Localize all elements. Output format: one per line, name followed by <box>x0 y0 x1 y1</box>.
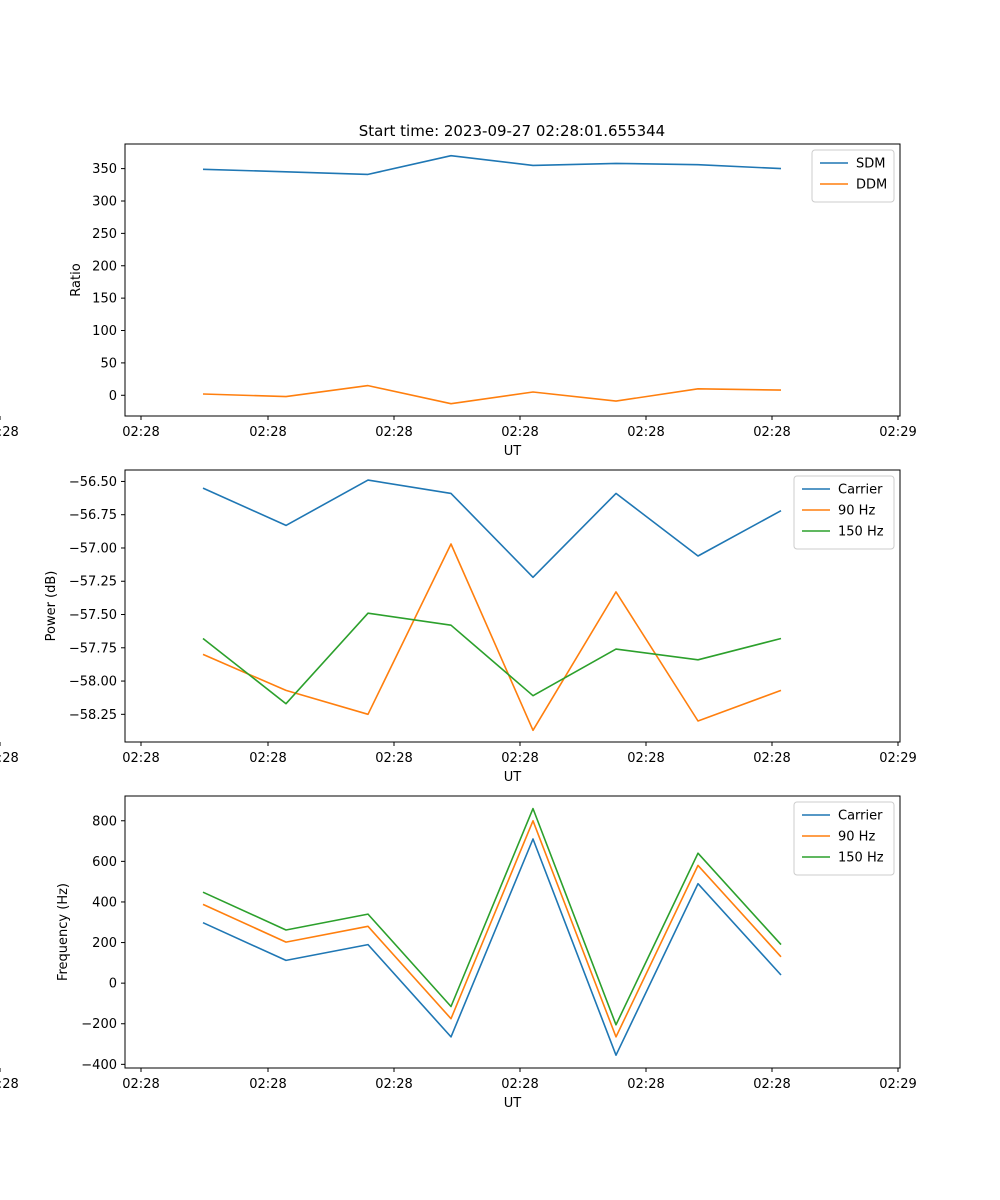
axes-frame <box>124 143 901 417</box>
y-axis-label: Frequency (Hz) <box>56 883 71 981</box>
y-tick-label: −58.25 <box>69 708 117 723</box>
x-tick-label: 02:28 <box>501 425 538 440</box>
x-tick-label: 02:28 <box>753 1077 790 1092</box>
y-tick-label: 350 <box>92 162 117 177</box>
y-tick-label: −57.75 <box>69 641 117 656</box>
x-tick-label: 02:28 <box>627 425 664 440</box>
legend-entry-label: 150 Hz <box>838 851 884 866</box>
legend-entry-label: 90 Hz <box>838 504 875 519</box>
frequency-panel: 800 600 400 200 0 −200 −400 02:28 02:28 02:28 02:2… <box>0 795 917 1111</box>
x-tick-label: 02:28 <box>501 751 538 766</box>
series-line-carrier <box>202 838 782 1056</box>
series-line-150-hz <box>202 807 782 1026</box>
x-tick-label: 02:28 <box>627 1077 664 1092</box>
x-axis-label: UT <box>504 1096 522 1111</box>
x-tick-label: 02:28 <box>627 751 664 766</box>
legend: Carrier 90 Hz 150 Hz <box>793 475 895 550</box>
y-tick-label: 250 <box>92 227 117 242</box>
y-tick-label: 50 <box>100 356 117 371</box>
y-tick-label: 200 <box>92 936 117 951</box>
x-tick-label: 02:28 <box>0 751 19 766</box>
y-tick-label: 150 <box>92 292 117 307</box>
y-tick-label: 400 <box>92 895 117 910</box>
y-tick-label: −56.75 <box>69 508 117 523</box>
x-tick-label: 02:28 <box>375 1077 412 1092</box>
series-line-carrier <box>202 479 782 579</box>
series-line-ddm <box>202 384 782 405</box>
y-tick-label: 0 <box>109 977 117 992</box>
y-tick-label: 100 <box>92 324 117 339</box>
legend: SDM DDM <box>811 149 895 203</box>
legend-entry-label: Carrier <box>838 809 883 824</box>
x-tick-label: 02:28 <box>501 1077 538 1092</box>
x-tick-label: 02:28 <box>375 425 412 440</box>
x-tick-label: 02:28 <box>249 751 286 766</box>
ratio-panel: 0 50 100 150 200 250 300 350 02:28 02:28 02:28 02:2… <box>0 143 917 459</box>
x-tick-label: 02:29 <box>879 751 916 766</box>
axes-frame <box>124 795 901 1069</box>
y-axis-label: Ratio <box>69 263 84 296</box>
power-panel: −56.50 −56.75 −57.00 −57.25 −57.50 −57.75 −58.… <box>0 469 917 785</box>
series-line-90-hz <box>202 819 782 1038</box>
y-tick-label: −57.50 <box>69 608 117 623</box>
x-tick-label: 02:29 <box>879 425 916 440</box>
x-tick-label: 02:28 <box>249 425 286 440</box>
legend-entry-label: Carrier <box>838 483 883 498</box>
x-tick-label: 02:28 <box>753 751 790 766</box>
y-tick-label: −400 <box>81 1058 117 1073</box>
x-axis-label: UT <box>504 770 522 785</box>
legend: Carrier 90 Hz 150 Hz <box>793 801 895 876</box>
chart-title: Start time: 2023-09-27 02:28:01.655344 <box>359 122 665 140</box>
x-tick-label: 02:28 <box>753 425 790 440</box>
x-tick-label: 02:28 <box>0 425 19 440</box>
legend-entry-label: SDM <box>856 157 885 172</box>
legend-entry-label: 90 Hz <box>838 830 875 845</box>
legend-entry-label: DDM <box>856 178 887 193</box>
y-tick-label: −57.00 <box>69 541 117 556</box>
y-tick-label: −57.25 <box>69 575 117 590</box>
y-axis-label: Power (dB) <box>44 571 59 642</box>
y-tick-label: 600 <box>92 855 117 870</box>
x-tick-label: 02:28 <box>249 1077 286 1092</box>
y-tick-label: 0 <box>109 389 117 404</box>
series-line-90-hz <box>202 543 782 732</box>
x-tick-label: 02:28 <box>0 1077 19 1092</box>
y-tick-label: −56.50 <box>69 475 117 490</box>
x-tick-label: 02:29 <box>879 1077 916 1092</box>
x-tick-label: 02:28 <box>122 1077 159 1092</box>
legend-entry-label: 150 Hz <box>838 525 884 540</box>
x-tick-label: 02:28 <box>122 751 159 766</box>
y-tick-label: 300 <box>92 194 117 209</box>
axes-frame <box>124 469 901 743</box>
series-line-150-hz <box>202 612 782 705</box>
y-tick-label: −200 <box>81 1017 117 1032</box>
y-tick-label: 800 <box>92 814 117 829</box>
x-tick-label: 02:28 <box>375 751 412 766</box>
y-tick-label: −58.00 <box>69 675 117 690</box>
y-tick-label: 200 <box>92 259 117 274</box>
x-axis-label: UT <box>504 444 522 459</box>
x-tick-label: 02:28 <box>122 425 159 440</box>
series-line-sdm <box>202 154 782 176</box>
